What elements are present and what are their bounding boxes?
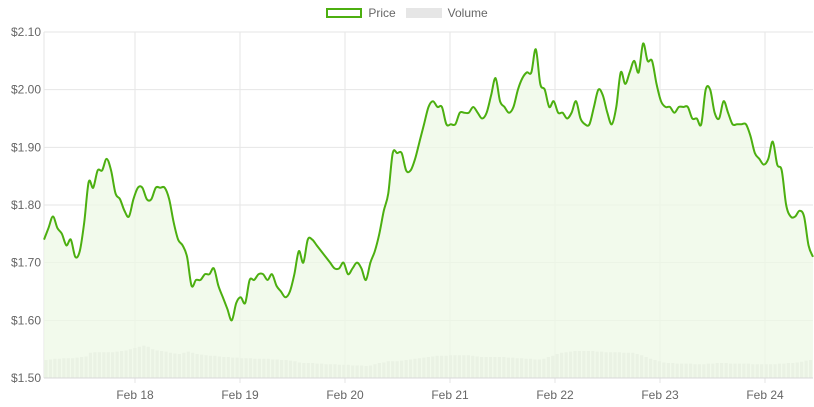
y-tick-label: $1.80 [11, 198, 41, 212]
legend-label-price: Price [368, 6, 396, 20]
x-tick-label: Feb 18 [116, 388, 154, 402]
x-tick-label: Feb 24 [746, 388, 784, 402]
y-tick-label: $2.10 [11, 25, 41, 39]
legend-label-volume: Volume [447, 6, 488, 20]
y-tick-label: $2.00 [11, 83, 41, 97]
x-tick-label: Feb 20 [326, 388, 364, 402]
y-tick-label: $1.60 [11, 313, 41, 327]
legend-swatch-price [326, 8, 363, 18]
y-tick-label: $1.70 [11, 256, 41, 270]
legend: Price Volume [0, 6, 814, 20]
x-tick-label: Feb 19 [221, 388, 259, 402]
legend-item-price[interactable]: Price [326, 6, 396, 20]
legend-item-volume[interactable]: Volume [405, 6, 488, 20]
y-tick-label: $1.90 [11, 140, 41, 154]
y-tick-label: $1.50 [11, 371, 41, 385]
price-area-fill [44, 43, 813, 379]
x-tick-label: Feb 22 [536, 388, 574, 402]
legend-swatch-volume [405, 8, 442, 18]
x-tick-label: Feb 23 [641, 388, 679, 402]
price-line [43, 42, 814, 322]
x-tick-label: Feb 21 [431, 388, 469, 402]
